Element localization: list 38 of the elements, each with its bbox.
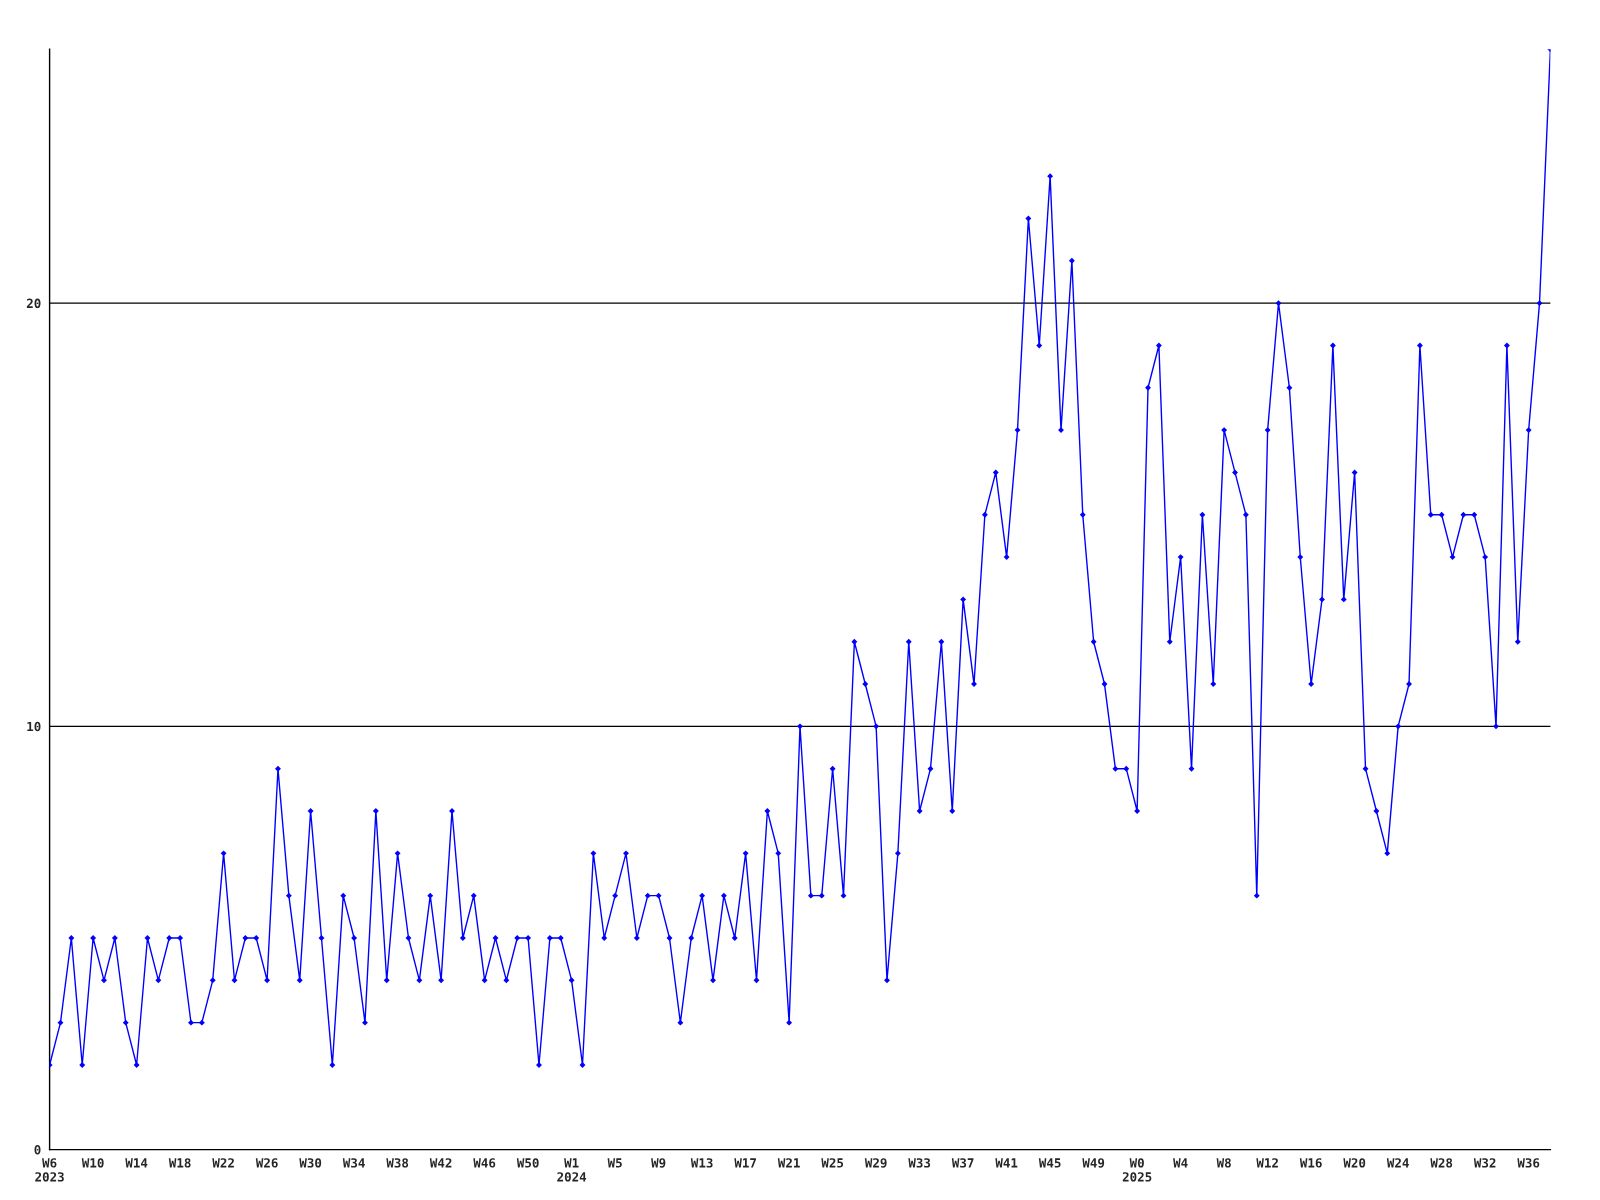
x-tick-label: W25	[821, 1158, 844, 1168]
x-tick-label: W16	[1299, 1158, 1322, 1168]
x-tick-label: W38	[386, 1158, 409, 1168]
x-tick-label: W14	[125, 1158, 148, 1168]
x-tick-label: W12	[1256, 1158, 1278, 1168]
x-tick-label: W4	[1173, 1158, 1188, 1168]
x-tick-label: W10	[81, 1158, 104, 1168]
y-tick-label: 20	[26, 298, 41, 309]
x-tick-label: W22	[212, 1158, 234, 1168]
x-tick-label: W32	[1473, 1158, 1496, 1168]
x-tick-label: W5	[607, 1158, 622, 1168]
x-tick-label: W6 2023	[35, 1158, 64, 1182]
x-tick-label: W17	[734, 1158, 756, 1168]
x-tick-label: W20	[1343, 1158, 1366, 1168]
x-tick-label: W18	[168, 1158, 191, 1168]
x-tick-label: W8	[1216, 1158, 1231, 1168]
x-tick-label: W34	[342, 1158, 365, 1168]
x-tick-label: W42	[429, 1158, 452, 1168]
x-tick-label: W26	[255, 1158, 278, 1168]
x-tick-label: W0 2025	[1122, 1158, 1152, 1182]
x-tick-label: W13	[690, 1158, 713, 1168]
x-tick-label: W24	[1386, 1158, 1409, 1168]
x-tick-label: W37	[951, 1158, 974, 1168]
x-tick-label: W41	[995, 1158, 1018, 1168]
x-tick-label: W33	[908, 1158, 931, 1168]
x-tick-label: W49	[1082, 1158, 1105, 1168]
x-tick-label: W46	[473, 1158, 496, 1168]
x-tick-label: W50	[516, 1158, 539, 1168]
x-tick-label: W36	[1517, 1158, 1540, 1168]
x-tick-label: W9	[651, 1158, 666, 1168]
x-tick-label: W28	[1430, 1158, 1453, 1168]
y-tick-label: 10	[27, 721, 41, 732]
x-tick-label: W1 2024	[557, 1158, 587, 1182]
x-tick-label: W30	[299, 1158, 322, 1168]
x-tick-label: W45	[1038, 1158, 1061, 1168]
y-tick-label: 0	[34, 1145, 41, 1155]
x-tick-label: W21	[777, 1158, 800, 1168]
x-tick-label: W29	[864, 1158, 887, 1168]
